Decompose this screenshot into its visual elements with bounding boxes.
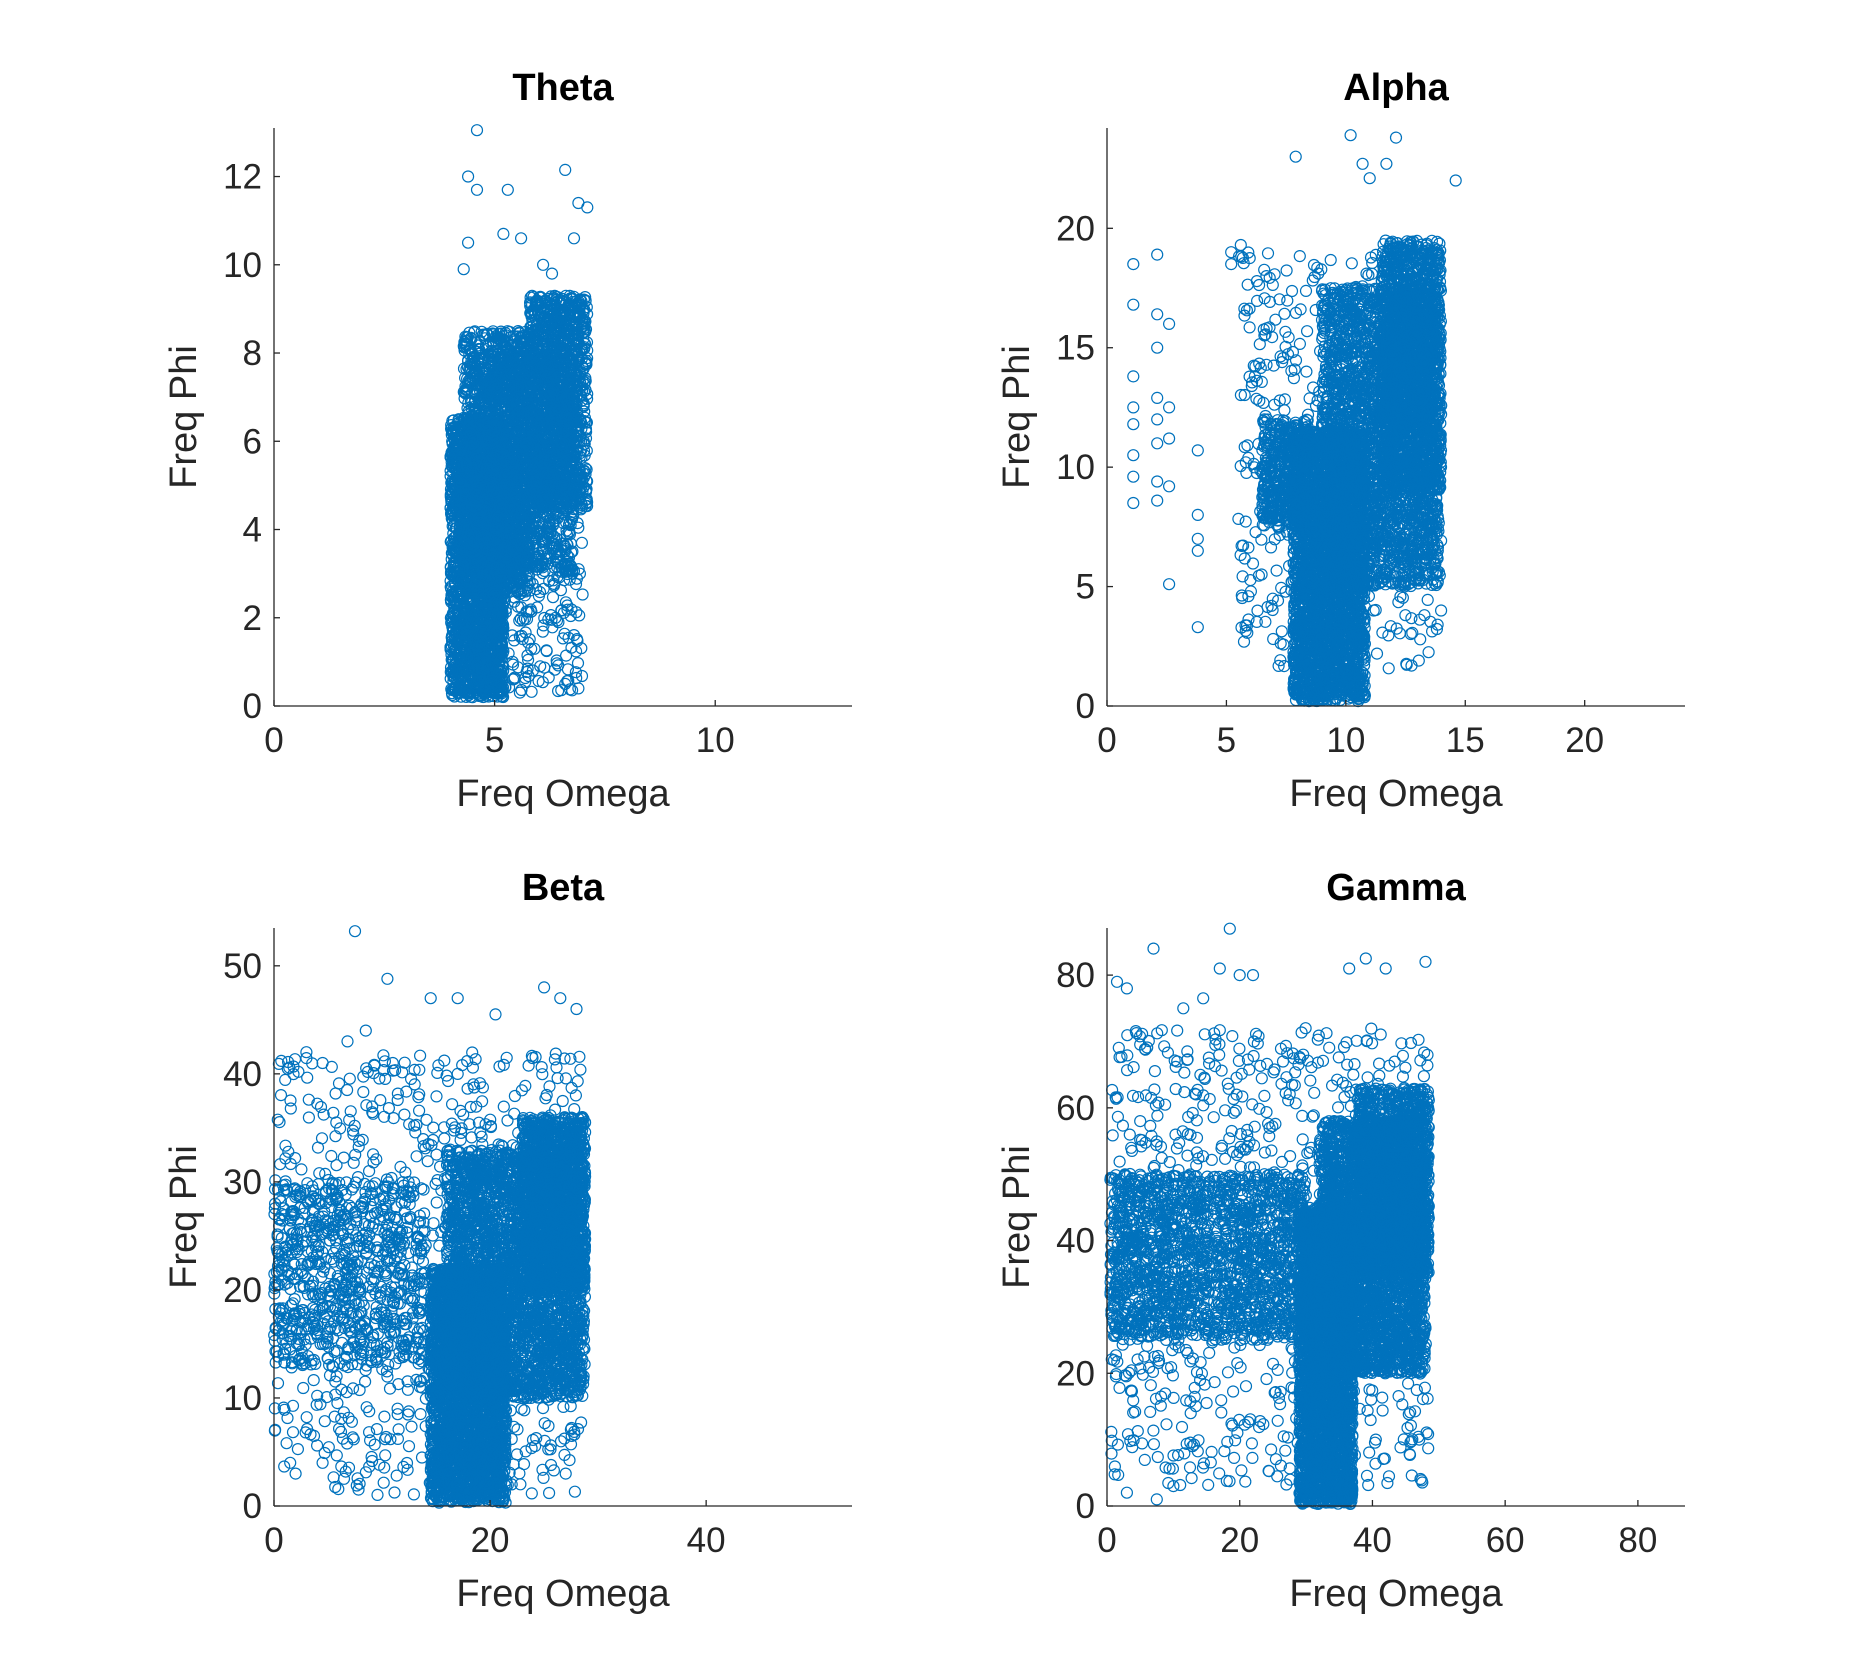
scatter-points-theta bbox=[445, 125, 593, 703]
